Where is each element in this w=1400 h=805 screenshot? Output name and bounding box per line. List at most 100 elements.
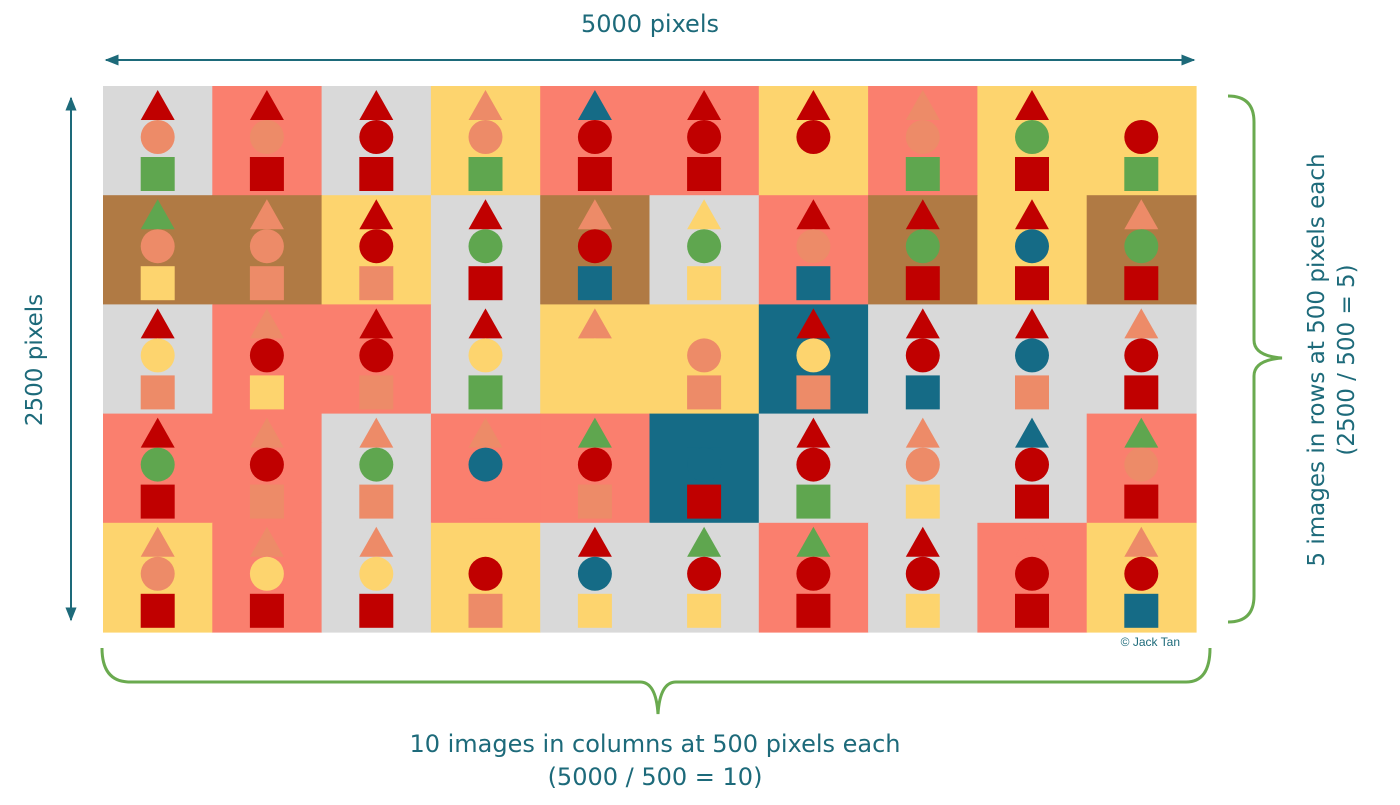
square-shape bbox=[468, 593, 503, 628]
image-tile bbox=[977, 304, 1088, 415]
square-shape bbox=[687, 266, 722, 301]
image-tile bbox=[977, 195, 1088, 305]
triangle-shape bbox=[359, 526, 394, 557]
image-tile bbox=[1086, 304, 1197, 415]
image-tile bbox=[430, 86, 541, 196]
triangle-shape bbox=[577, 308, 612, 339]
triangle-shape bbox=[687, 308, 722, 339]
circle-shape bbox=[249, 338, 284, 373]
triangle-shape bbox=[577, 526, 612, 557]
square-shape bbox=[468, 157, 503, 191]
image-tile bbox=[758, 86, 869, 196]
square-shape bbox=[905, 593, 940, 628]
rows-bracket bbox=[1227, 94, 1283, 624]
triangle-shape bbox=[905, 417, 940, 448]
square-shape bbox=[577, 593, 612, 628]
square-shape bbox=[359, 593, 394, 628]
circle-shape bbox=[468, 120, 503, 154]
rows-label-line2: (2500 / 500 = 5) bbox=[1334, 264, 1360, 455]
triangle-shape bbox=[468, 417, 503, 448]
circle-shape bbox=[577, 120, 612, 154]
image-tile bbox=[212, 195, 323, 305]
square-shape bbox=[468, 266, 503, 301]
image-tile bbox=[649, 195, 760, 305]
circle-shape bbox=[359, 447, 394, 482]
square-shape bbox=[577, 266, 612, 301]
image-tile bbox=[212, 86, 323, 196]
circle-shape bbox=[249, 447, 284, 482]
square-shape bbox=[249, 375, 284, 410]
triangle-shape bbox=[359, 90, 394, 120]
triangle-shape bbox=[1015, 308, 1049, 339]
image-tile bbox=[649, 86, 760, 196]
square-shape bbox=[140, 593, 175, 628]
square-shape bbox=[796, 375, 831, 410]
image-tile bbox=[212, 522, 323, 633]
image-tile bbox=[321, 413, 432, 524]
triangle-shape bbox=[1124, 417, 1159, 448]
circle-shape bbox=[796, 338, 831, 373]
triangle-shape bbox=[687, 90, 722, 120]
circle-shape bbox=[1015, 556, 1049, 591]
width-label: 5000 pixels bbox=[581, 10, 719, 38]
square-shape bbox=[249, 157, 284, 191]
triangle-shape bbox=[796, 90, 831, 120]
image-tile bbox=[103, 304, 213, 415]
square-shape bbox=[249, 593, 284, 628]
image-tile bbox=[758, 195, 869, 305]
image-tile bbox=[430, 195, 541, 305]
image-tile bbox=[977, 86, 1088, 196]
circle-shape bbox=[905, 338, 940, 373]
triangle-shape bbox=[249, 526, 284, 557]
square-shape bbox=[1124, 375, 1159, 410]
triangle-shape bbox=[1124, 308, 1159, 339]
triangle-shape bbox=[1015, 417, 1049, 448]
square-shape bbox=[796, 593, 831, 628]
circle-shape bbox=[1015, 229, 1049, 264]
triangle-shape bbox=[140, 90, 175, 120]
triangle-shape bbox=[468, 308, 503, 339]
circle-shape bbox=[140, 229, 175, 264]
height-label: 2500 pixels bbox=[22, 294, 48, 426]
triangle-shape bbox=[1015, 90, 1049, 120]
triangle-shape bbox=[796, 199, 831, 230]
circle-shape bbox=[687, 120, 722, 154]
triangle-shape bbox=[1015, 199, 1049, 230]
triangle-shape bbox=[1124, 526, 1159, 557]
triangle-shape bbox=[687, 526, 722, 557]
image-tile bbox=[212, 413, 323, 524]
square-shape bbox=[1124, 266, 1159, 301]
image-tile bbox=[212, 304, 323, 415]
image-tile bbox=[321, 86, 432, 196]
circle-shape bbox=[359, 556, 394, 591]
circle-shape bbox=[1124, 338, 1159, 373]
circle-shape bbox=[577, 229, 612, 264]
triangle-shape bbox=[796, 308, 831, 339]
circle-shape bbox=[249, 120, 284, 154]
square-shape bbox=[687, 157, 722, 191]
square-shape bbox=[687, 375, 722, 410]
image-tile bbox=[758, 304, 869, 415]
image-tile bbox=[1086, 86, 1197, 196]
image-tile bbox=[540, 522, 651, 633]
image-tile bbox=[758, 413, 869, 524]
triangle-shape bbox=[905, 90, 940, 120]
square-shape bbox=[796, 484, 831, 519]
triangle-shape bbox=[249, 199, 284, 230]
columns-bracket bbox=[100, 647, 1212, 715]
square-shape bbox=[359, 266, 394, 301]
triangle-shape bbox=[687, 199, 722, 230]
triangle-shape bbox=[359, 199, 394, 230]
triangle-shape bbox=[1015, 526, 1049, 557]
circle-shape bbox=[140, 556, 175, 591]
circle-shape bbox=[905, 556, 940, 591]
image-tile bbox=[1086, 413, 1197, 524]
rows-label-line1: 5 images in rows at 500 pixels each bbox=[1304, 153, 1330, 566]
image-tile bbox=[430, 413, 541, 524]
square-shape bbox=[140, 266, 175, 301]
circle-shape bbox=[140, 338, 175, 373]
image-tile bbox=[103, 86, 213, 196]
triangle-shape bbox=[905, 308, 940, 339]
circle-shape bbox=[1015, 447, 1049, 482]
